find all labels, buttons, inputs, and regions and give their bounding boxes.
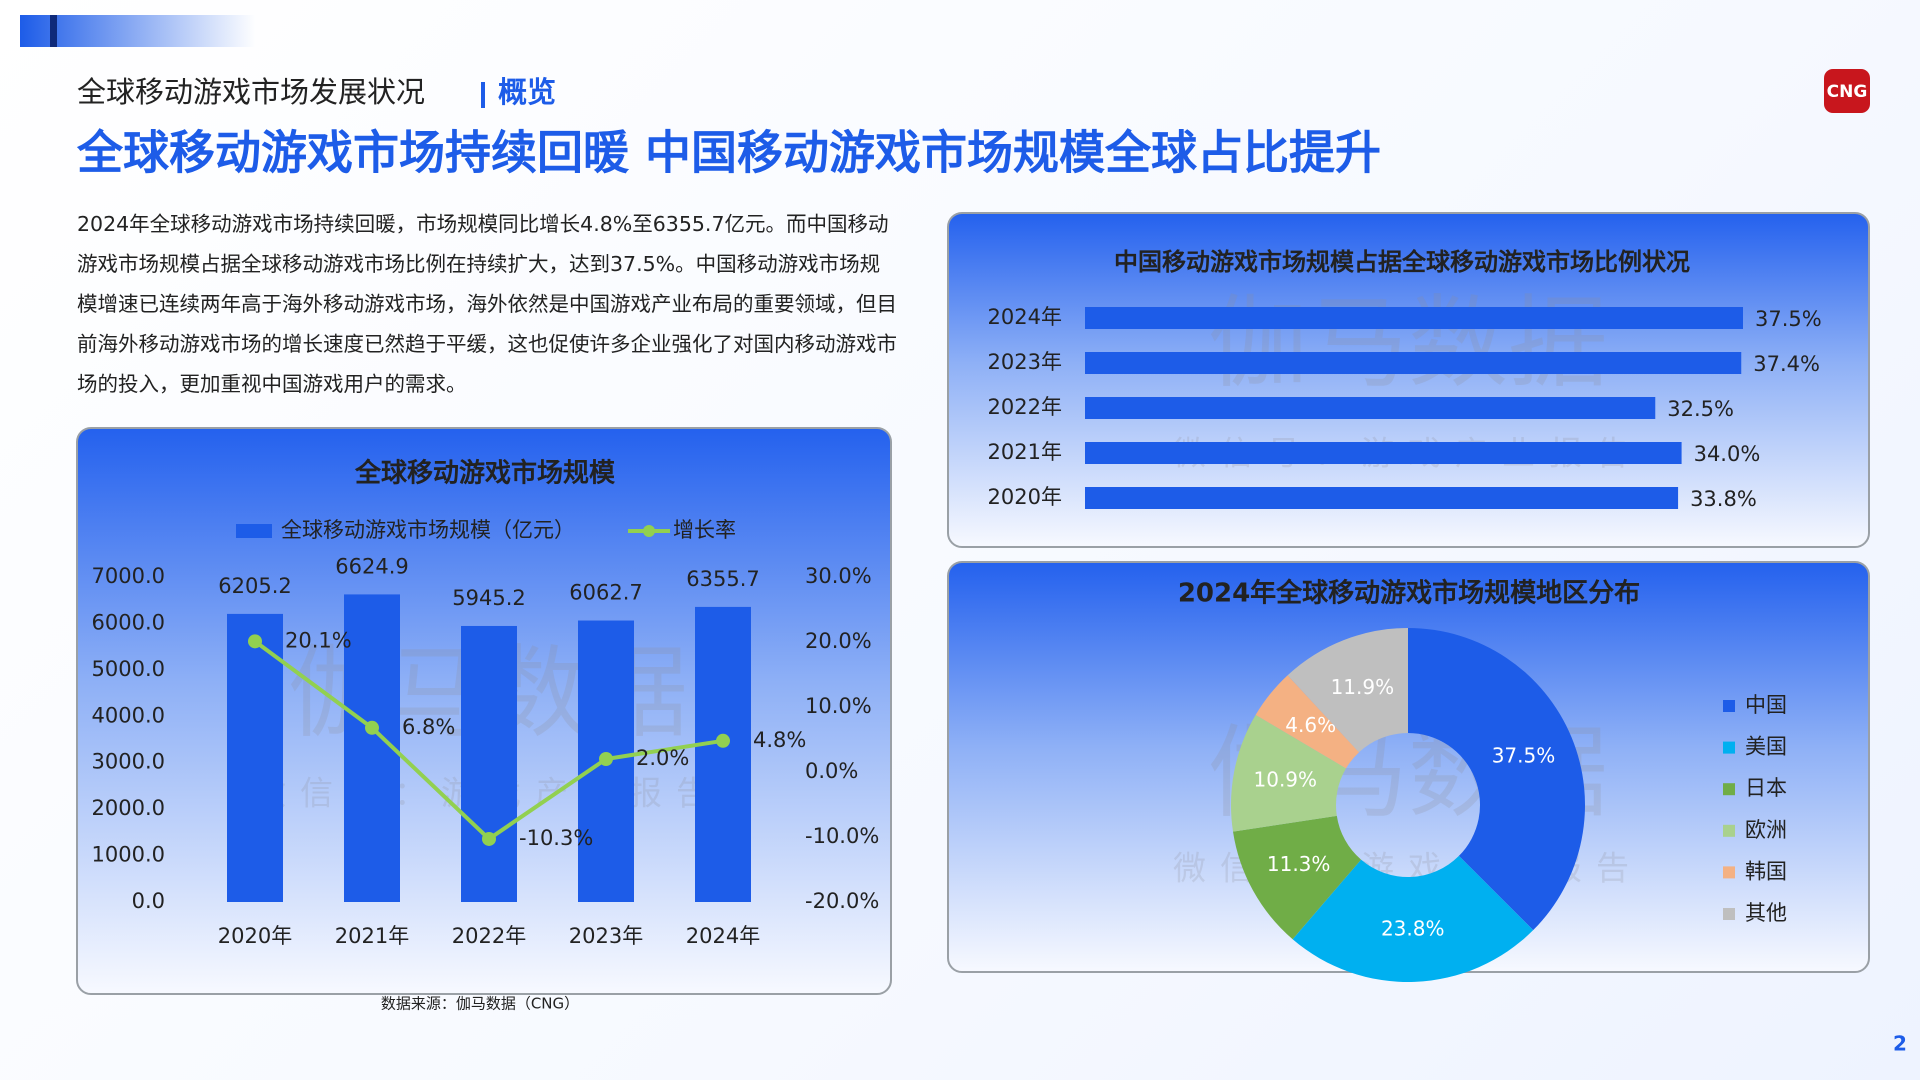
y-tick-label: 3000.0 (92, 750, 165, 774)
legend-swatch (1723, 783, 1735, 796)
y-tick-label: 2022年 (988, 395, 1062, 419)
page-title: 全球移动游戏市场持续回暖 中国移动游戏市场规模全球占比提升 (76, 126, 1381, 180)
x-tick-label: 2022年 (452, 924, 526, 948)
y-tick-label: 5000.0 (92, 657, 165, 681)
y2-tick-label: -10.0% (805, 824, 879, 848)
y-tick-label: 7000.0 (92, 564, 165, 588)
data-label: 37.5% (1492, 744, 1556, 768)
chart-title: 全球移动游戏市场规模 (354, 458, 616, 489)
marker (482, 831, 496, 846)
section-title: 全球移动游戏市场发展状况 (77, 75, 425, 109)
summary: 2024年全球移动游戏市场持续回暖，市场规模同比增长4.8%至6355.7亿元。… (77, 212, 897, 396)
source: 数据来源：伽马数据（CNG） (381, 995, 579, 1013)
y-tick-label: 2021年 (988, 440, 1062, 464)
top-bar-stripe (50, 15, 57, 47)
data-label: 20.1% (285, 628, 352, 652)
data-label: 11.3% (1267, 852, 1331, 876)
bar (1085, 307, 1743, 329)
legend-label: 其他 (1745, 901, 1787, 925)
y2-tick-label: 20.0% (805, 629, 872, 653)
logo (1824, 69, 1870, 113)
legend-swatch (1723, 866, 1735, 879)
y-tick-label: 2000.0 (92, 796, 165, 820)
data-label: 2.0% (636, 746, 689, 770)
data-label: 6062.7 (569, 581, 642, 605)
data-label: 10.9% (1254, 768, 1318, 792)
data-label: 34.0% (1694, 442, 1761, 466)
slice (1233, 815, 1362, 940)
legend-swatch (1723, 824, 1735, 837)
x-tick-label: 2020年 (218, 924, 292, 948)
chart-title: 2024年全球移动游戏市场规模地区分布 (1178, 578, 1640, 609)
marker (716, 733, 730, 748)
data-label: 37.5% (1755, 307, 1822, 331)
data-label: 6.8% (402, 715, 455, 739)
y-tick-label: 2024年 (988, 305, 1062, 329)
slice (1231, 714, 1347, 832)
legend-label: 中国 (1745, 693, 1787, 717)
top-bar (20, 15, 255, 47)
data-label: 5945.2 (452, 586, 525, 610)
page-number: 2 (1893, 1032, 1907, 1056)
watermark: 伽马数据 (1208, 284, 1608, 401)
data-label: 4.8% (753, 728, 806, 752)
marker (248, 634, 262, 649)
slice (1408, 628, 1585, 931)
legend-label: 全球移动游戏市场规模（亿元） (281, 518, 575, 542)
separator (481, 82, 485, 108)
legend-swatch (1723, 700, 1735, 712)
x-tick-label: 2024年 (686, 924, 760, 948)
legend-label: 韩国 (1745, 859, 1787, 883)
x-tick-label: 2023年 (569, 924, 643, 948)
legend-label: 增长率 (673, 518, 736, 542)
x-tick-label: 2021年 (335, 924, 409, 948)
data-label: 32.5% (1667, 397, 1734, 421)
bar (1085, 442, 1682, 464)
y2-tick-label: 30.0% (805, 564, 872, 588)
legend-swatch (1723, 908, 1735, 920)
data-label: 6205.2 (218, 574, 291, 598)
bar (1085, 397, 1656, 419)
y-tick-label: 2020年 (988, 485, 1062, 509)
data-label: 37.4% (1753, 352, 1820, 376)
y2-tick-label: 0.0% (805, 759, 858, 783)
data-label: 23.8% (1381, 916, 1445, 940)
y-tick-label: 2023年 (988, 350, 1062, 374)
slice (1255, 675, 1360, 769)
data-label: 6355.7 (686, 567, 759, 591)
legend-label: 欧洲 (1745, 818, 1787, 842)
chart-title: 中国移动游戏市场规模占据全球移动游戏市场比例状况 (1114, 248, 1690, 276)
data-label: 11.9% (1331, 675, 1395, 699)
legend-swatch (236, 524, 272, 538)
legend-label: 日本 (1745, 776, 1787, 800)
bar (461, 625, 517, 902)
y-tick-label: 0.0 (132, 889, 165, 913)
legend-swatch (1723, 741, 1735, 754)
legend-swatch (643, 525, 655, 537)
data-label: 6624.9 (335, 554, 408, 578)
y-tick-label: 6000.0 (92, 610, 165, 634)
bar (1085, 487, 1679, 509)
bar (1085, 352, 1742, 374)
y-tick-label: 4000.0 (92, 703, 165, 727)
marker (599, 752, 613, 766)
data-label: 33.8% (1690, 487, 1757, 511)
logo-text: CNG (1827, 82, 1868, 102)
legend-label: 美国 (1745, 735, 1787, 759)
data-label: -10.3% (519, 826, 593, 850)
slice (1287, 628, 1408, 753)
marker (365, 720, 379, 735)
section-tag: 概览 (498, 75, 556, 109)
y2-tick-label: 10.0% (805, 694, 872, 718)
y2-tick-label: -20.0% (805, 889, 879, 913)
slice (1292, 855, 1534, 982)
bar (695, 606, 751, 902)
bar (227, 613, 283, 902)
y-tick-label: 1000.0 (92, 843, 165, 867)
